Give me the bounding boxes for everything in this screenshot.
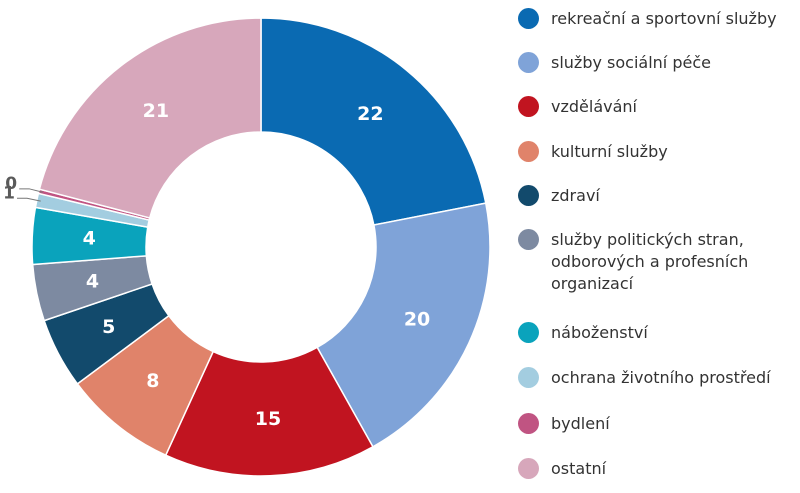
legend-swatch-8 — [518, 367, 539, 388]
slice-label-5: 5 — [102, 316, 115, 338]
legend-item-2: služby sociální péče — [518, 52, 711, 74]
slice-label-10: 21 — [143, 100, 169, 122]
legend-item-1: rekreační a sportovní služby — [518, 8, 777, 30]
slice-label-4: 8 — [146, 370, 159, 392]
legend-label-4: kulturní služby — [551, 142, 668, 161]
legend-swatch-4 — [518, 141, 539, 162]
legend-label-6: služby politických stran, odborových a p… — [551, 230, 749, 293]
legend-swatch-3 — [518, 96, 539, 117]
legend-label-8: ochrana životního prostředí — [551, 368, 771, 387]
legend-item-4: kulturní služby — [518, 141, 668, 163]
legend-swatch-1 — [518, 8, 539, 29]
slice-label-9: 0 — [5, 174, 17, 194]
legend-item-3: vzdělávání — [518, 96, 637, 118]
slice-label-6: 4 — [86, 271, 99, 293]
leader-line-8 — [17, 197, 41, 202]
legend-label-1: rekreační a sportovní služby — [551, 9, 777, 28]
legend-item-5: zdraví — [518, 185, 600, 207]
slice-1 — [260, 17, 487, 226]
donut-chart: 22 20 15 8 5 4 4 10 21 — [3, 17, 491, 477]
legend-label-9: bydlení — [551, 414, 610, 433]
slice-label-1: 22 — [357, 103, 383, 125]
slice-3 — [164, 346, 374, 477]
legend-label-10: ostatní — [551, 459, 607, 478]
slice-label-7: 4 — [83, 228, 96, 250]
slice-label-8: 1 — [3, 183, 15, 203]
legend-swatch-9 — [518, 413, 539, 434]
legend-item-6: služby politických stran, odborových a p… — [518, 229, 748, 295]
slice-2 — [316, 202, 491, 448]
legend-swatch-6 — [518, 229, 539, 250]
legend-swatch-10 — [518, 458, 539, 479]
slice-10 — [38, 17, 262, 219]
legend-swatch-2 — [518, 52, 539, 73]
legend-swatch-7 — [518, 322, 539, 343]
legend-item-7: náboženství — [518, 322, 648, 344]
legend-swatch-5 — [518, 185, 539, 206]
slice-label-2: 20 — [404, 308, 430, 330]
legend-label-7: náboženství — [551, 323, 648, 342]
leader-line-9 — [19, 188, 43, 193]
legend-item-8: ochrana životního prostředí — [518, 367, 771, 389]
slice-label-3: 15 — [255, 408, 281, 430]
legend-item-9: bydlení — [518, 413, 610, 435]
legend-label-2: služby sociální péče — [551, 53, 711, 72]
legend-item-10: ostatní — [518, 458, 606, 480]
legend-label-3: vzdělávání — [551, 97, 637, 116]
legend-label-5: zdraví — [551, 186, 600, 205]
